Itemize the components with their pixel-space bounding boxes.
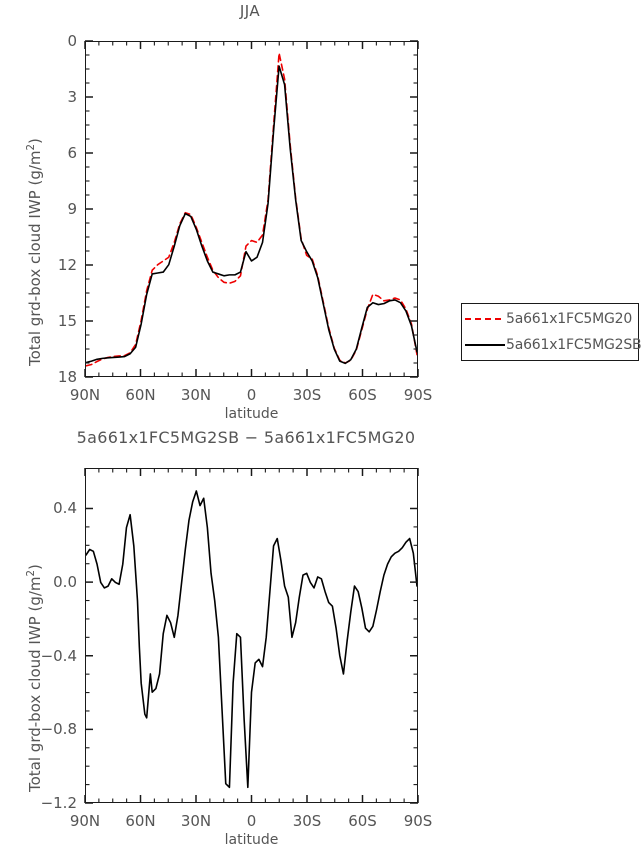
x-tick-label: 60N [125, 386, 156, 404]
y-tick-label: 15 [57, 312, 77, 330]
x-tick-label: 0 [246, 386, 257, 404]
bottom-chart-lines [86, 469, 417, 802]
y-tick-label: 3 [67, 88, 77, 106]
legend-item-1[interactable]: 5a661x1FC5MG2SB [462, 332, 642, 358]
x-tick-label: 60S [348, 386, 377, 404]
x-tick-label: 90S [403, 386, 433, 404]
x-tick-label: 30N [180, 812, 212, 830]
top-y-axis-label-tail: ) [26, 138, 44, 144]
top-y-axis-label-exponent: 2 [26, 143, 37, 151]
x-tick-label: 60N [125, 812, 156, 830]
bottom-chart-x-axis-title: latitude [224, 832, 279, 848]
bottom-y-axis-label-tail: ) [26, 564, 44, 570]
legend-swatch-solid-black [465, 344, 505, 346]
x-tick-label: 60S [348, 812, 377, 830]
top-chart-plot-area [85, 41, 418, 377]
y-tick-label: −1.2 [40, 794, 77, 812]
bottom-y-axis-label-text: Total grd-box cloud IWP (g/m [26, 576, 44, 792]
series-line-0 [86, 491, 417, 787]
y-tick-label: 12 [57, 256, 77, 274]
bottom-chart-y-axis-title: Total grd-box cloud IWP (g/m2) [26, 564, 44, 792]
legend-item-0[interactable]: 5a661x1FC5MG20 [462, 306, 638, 332]
top-chart-y-axis-title: Total grd-box cloud IWP (g/m2) [26, 138, 44, 366]
x-tick-label: 30S [292, 386, 322, 404]
x-tick-label: 90N [69, 386, 101, 404]
top-chart-x-axis-title: latitude [224, 406, 279, 422]
bottom-y-axis-label-exponent: 2 [26, 569, 37, 577]
y-tick-label: 0.0 [53, 573, 77, 592]
legend-label-0: 5a661x1FC5MG20 [506, 311, 633, 327]
y-tick-label: 0 [67, 32, 77, 50]
x-tick-label: 30S [292, 812, 322, 830]
top-chart-title: JJA [239, 2, 261, 20]
top-y-axis-label-text: Total grd-box cloud IWP (g/m [26, 150, 44, 366]
legend-label-1: 5a661x1FC5MG2SB [506, 337, 642, 353]
x-tick-label: 0 [246, 812, 257, 830]
series-line-0 [86, 53, 417, 366]
y-tick-label: 6 [67, 144, 77, 162]
series-line-1 [86, 66, 417, 363]
legend-swatch-dashed-red [465, 318, 505, 320]
y-tick-label: −0.8 [40, 720, 77, 739]
y-tick-label: −0.4 [40, 646, 77, 665]
bottom-chart-title: 5a661x1FC5MG2SB − 5a661x1FC5MG20 [76, 428, 416, 447]
bottom-chart-plot-area [85, 468, 418, 803]
x-tick-label: 90S [403, 812, 433, 830]
legend-box[interactable]: 5a661x1FC5MG20 5a661x1FC5MG2SB [461, 303, 642, 361]
x-tick-label: 30N [180, 386, 212, 404]
y-tick-label: 9 [67, 200, 77, 218]
x-tick-label: 90N [69, 812, 101, 830]
y-tick-label: 0.4 [53, 499, 77, 518]
top-chart-lines [86, 42, 417, 376]
y-tick-label: 18 [57, 368, 77, 386]
